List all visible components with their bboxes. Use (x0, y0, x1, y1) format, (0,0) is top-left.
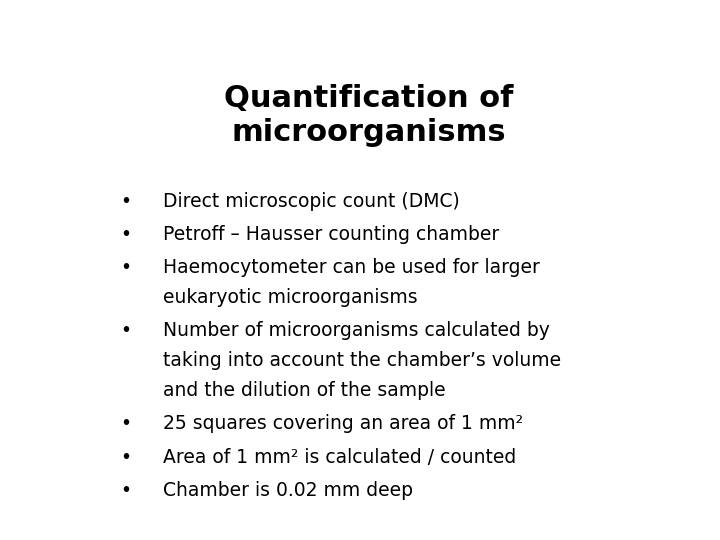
Text: •: • (121, 448, 132, 467)
Text: 25 squares covering an area of 1 mm²: 25 squares covering an area of 1 mm² (163, 415, 523, 434)
Text: eukaryotic microorganisms: eukaryotic microorganisms (163, 288, 417, 307)
Text: Area of 1 mm² is calculated / counted: Area of 1 mm² is calculated / counted (163, 448, 516, 467)
Text: Direct microscopic count (DMC): Direct microscopic count (DMC) (163, 192, 459, 211)
Text: •: • (121, 415, 132, 434)
Text: and the dilution of the sample: and the dilution of the sample (163, 381, 445, 400)
Text: Number of microorganisms calculated by: Number of microorganisms calculated by (163, 321, 549, 340)
Text: •: • (121, 192, 132, 211)
Text: taking into account the chamber’s volume: taking into account the chamber’s volume (163, 352, 561, 370)
Text: •: • (121, 258, 132, 277)
Text: Chamber is 0.02 mm deep: Chamber is 0.02 mm deep (163, 481, 413, 500)
Text: Haemocytometer can be used for larger: Haemocytometer can be used for larger (163, 258, 539, 277)
Text: Quantification of
microorganisms: Quantification of microorganisms (225, 84, 513, 147)
Text: •: • (121, 225, 132, 244)
Text: Petroff – Hausser counting chamber: Petroff – Hausser counting chamber (163, 225, 499, 244)
Text: •: • (121, 481, 132, 500)
Text: •: • (121, 321, 132, 340)
